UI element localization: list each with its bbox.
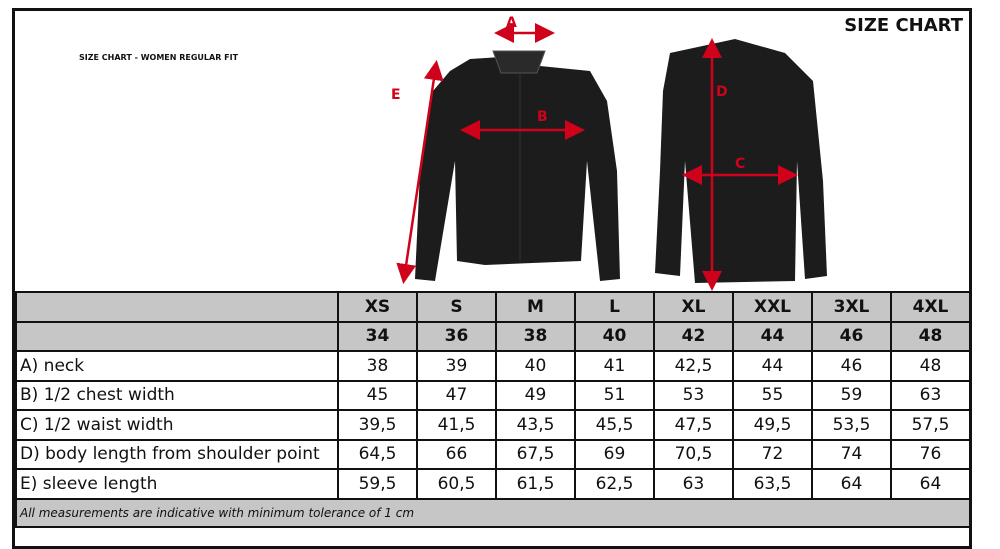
table-row: C) 1/2 waist width 39,5 41,5 43,5 45,5 47,5 49… (15, 409, 971, 441)
numeric-size: 38 (495, 320, 576, 352)
measurement-cell: 72 (732, 438, 813, 470)
measurement-cell: 46 (811, 350, 892, 382)
label-b: B (537, 109, 548, 125)
numeric-size-row: 34 36 38 40 42 44 46 48 (15, 320, 971, 352)
measurement-cell: 64 (890, 468, 971, 500)
measurement-cell: 42,5 (653, 350, 734, 382)
measurement-cell: 40 (495, 350, 576, 382)
measurement-cell: 64 (811, 468, 892, 500)
row-label: C) 1/2 waist width (15, 409, 339, 441)
measurement-cell: 49,5 (732, 409, 813, 441)
measurement-cell: 47,5 (653, 409, 734, 441)
measurement-cell: 39,5 (337, 409, 418, 441)
measurement-cell: 74 (811, 438, 892, 470)
numeric-size: 44 (732, 320, 813, 352)
label-c: C (735, 156, 745, 172)
measurement-cell: 70,5 (653, 438, 734, 470)
measurement-cell: 39 (416, 350, 497, 382)
measurement-cell: 57,5 (890, 409, 971, 441)
label-e: E (391, 87, 401, 103)
measurement-cell: 63 (653, 468, 734, 500)
measurement-cell: 41,5 (416, 409, 497, 441)
measurement-cell: 60,5 (416, 468, 497, 500)
size-s: S (416, 291, 497, 323)
measurement-cell: 41 (574, 350, 655, 382)
shirt-illustrations: A B C D E (391, 15, 827, 291)
numeric-size: 46 (811, 320, 892, 352)
measurement-cell: 48 (890, 350, 971, 382)
size-m: M (495, 291, 576, 323)
numeric-size: 42 (653, 320, 734, 352)
row-label: B) 1/2 chest width (15, 379, 339, 411)
size-l: L (574, 291, 655, 323)
numeric-size: 48 (890, 320, 971, 352)
measurement-cell: 43,5 (495, 409, 576, 441)
measurement-cell: 38 (337, 350, 418, 382)
back-shirt-image (655, 39, 827, 283)
measurement-cell: 61,5 (495, 468, 576, 500)
size-xl: XL (653, 291, 734, 323)
size-xs: XS (337, 291, 418, 323)
chart-subtitle: SIZE CHART - WOMEN REGULAR FIT (79, 53, 239, 62)
measurement-cell: 64,5 (337, 438, 418, 470)
measurement-cell: 59 (811, 379, 892, 411)
table-row: A) neck 38 39 40 41 42,5 44 46 48 (15, 350, 971, 382)
measurement-cell: 63 (890, 379, 971, 411)
label-d: D (716, 84, 728, 100)
arrow-e (396, 60, 444, 284)
measurement-cell: 45 (337, 379, 418, 411)
size-xxl: XXL (732, 291, 813, 323)
table-row: E) sleeve length 59,5 60,5 61,5 62,5 63 63,5 64… (15, 468, 971, 500)
measurement-cell: 62,5 (574, 468, 655, 500)
measurement-cell: 63,5 (732, 468, 813, 500)
header-blank (15, 291, 339, 323)
measurement-cell: 67,5 (495, 438, 576, 470)
measurement-cell: 49 (495, 379, 576, 411)
measurement-cell: 45,5 (574, 409, 655, 441)
row-label: E) sleeve length (15, 468, 339, 500)
measurement-cell: 44 (732, 350, 813, 382)
numeric-size: 36 (416, 320, 497, 352)
size-4xl: 4XL (890, 291, 971, 323)
measurement-cell: 69 (574, 438, 655, 470)
size-chart-frame: SIZE CHART - WOMEN REGULAR FIT SIZE CHAR… (12, 8, 972, 549)
table-row: D) body length from shoulder point 64,5 66… (15, 438, 971, 470)
numeric-size: 40 (574, 320, 655, 352)
row-label: A) neck (15, 350, 339, 382)
label-a: A (506, 15, 517, 31)
measurement-cell: 51 (574, 379, 655, 411)
chart-title: SIZE CHART (844, 15, 963, 36)
numeric-size: 34 (337, 320, 418, 352)
header-blank (15, 320, 339, 352)
measurement-cell: 66 (416, 438, 497, 470)
row-label: D) body length from shoulder point (15, 438, 339, 470)
measurement-cell: 53 (653, 379, 734, 411)
measurement-cell: 55 (732, 379, 813, 411)
size-3xl: 3XL (811, 291, 892, 323)
table-row: B) 1/2 chest width 45 47 49 51 53 55 59 63 (15, 379, 971, 411)
measurement-cell: 53,5 (811, 409, 892, 441)
footnote: All measurements are indicative with min… (15, 497, 971, 528)
size-table: XS S M L XL XXL 3XL 4XL 34 36 38 40 42 4… (15, 291, 971, 528)
front-shirt-image (415, 50, 620, 281)
size-header-row: XS S M L XL XXL 3XL 4XL (15, 291, 971, 323)
measurement-cell: 59,5 (337, 468, 418, 500)
measurement-cell: 76 (890, 438, 971, 470)
measurement-cell: 47 (416, 379, 497, 411)
